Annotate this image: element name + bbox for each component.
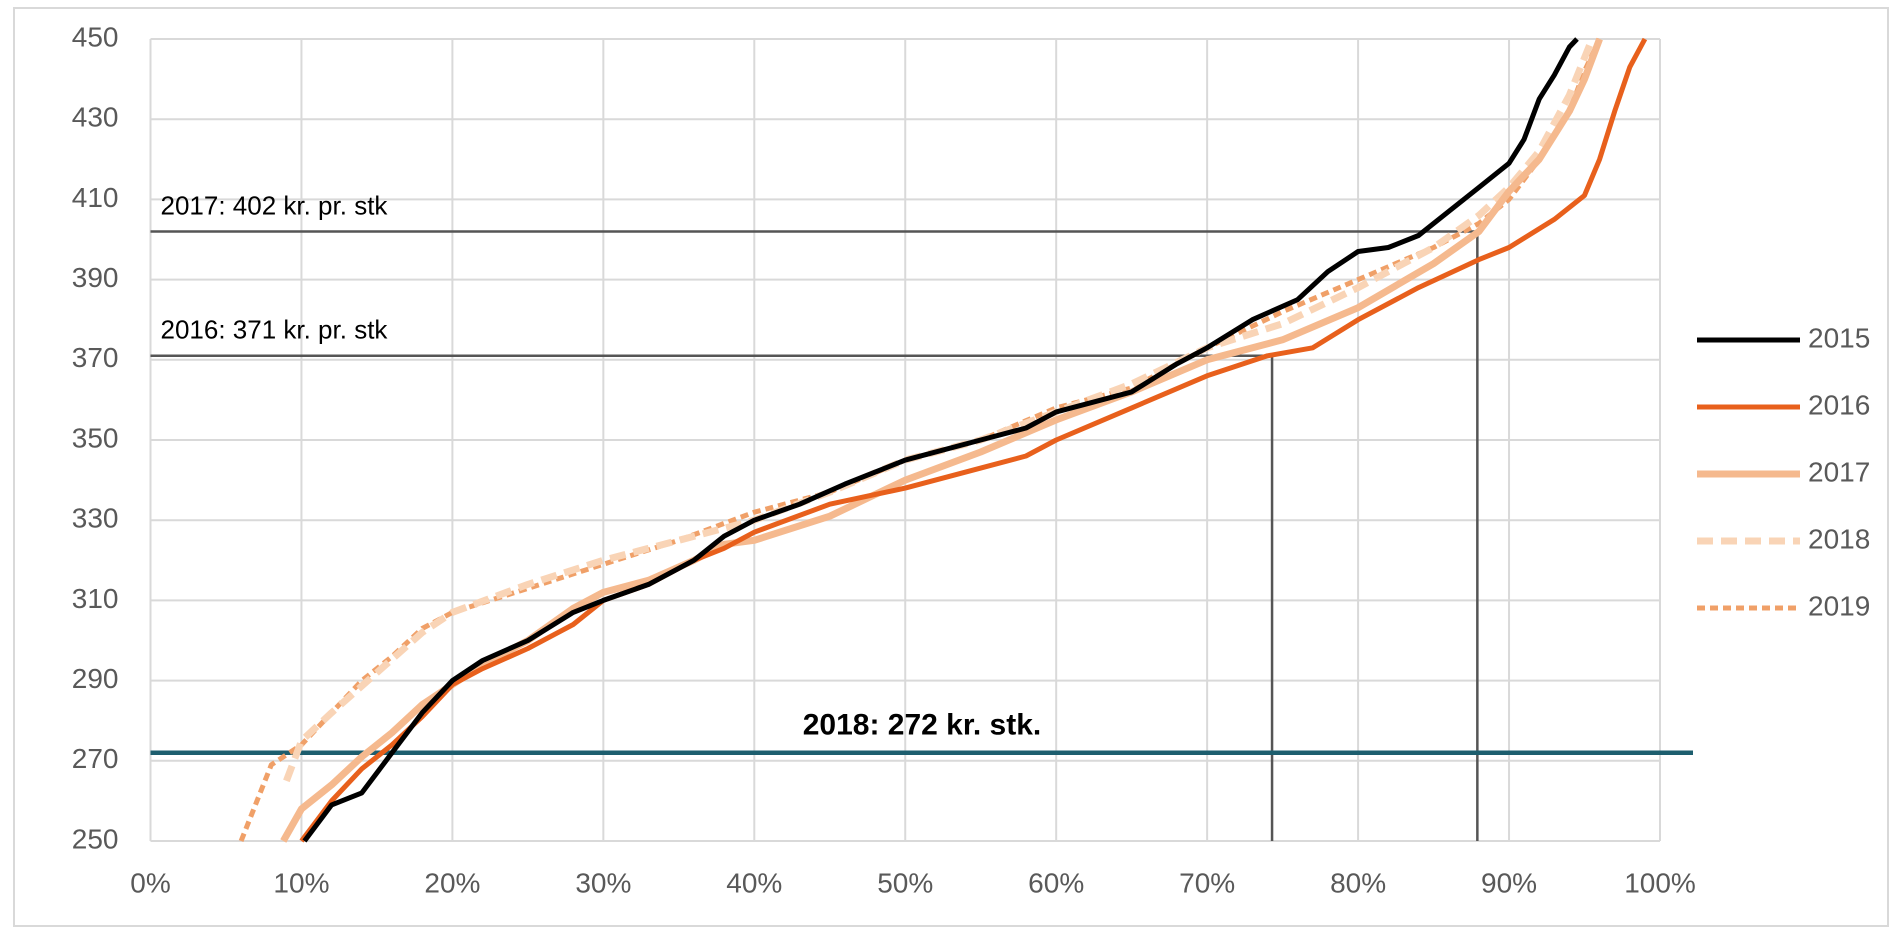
x-tick-label: 40% — [726, 867, 782, 898]
x-tick-label: 30% — [575, 867, 631, 898]
x-tick-label: 80% — [1330, 867, 1386, 898]
y-tick-label: 450 — [72, 21, 119, 52]
y-tick-label: 270 — [72, 743, 119, 774]
x-tick-label: 100% — [1624, 867, 1696, 898]
annotation-label: 2016: 371 kr. pr. stk — [161, 315, 389, 345]
y-tick-label: 330 — [72, 503, 119, 534]
series-line — [302, 37, 1579, 843]
chart-frame — [13, 7, 1889, 927]
x-tick-label: 20% — [424, 867, 480, 898]
annotation-label: 2018: 272 kr. stk. — [803, 709, 1042, 742]
x-tick-label: 70% — [1179, 867, 1235, 898]
y-tick-label: 350 — [72, 422, 119, 453]
legend-label: 2019 — [1808, 590, 1870, 621]
legend-label: 2017 — [1808, 456, 1870, 487]
y-tick-label: 370 — [72, 342, 119, 373]
x-tick-label: 90% — [1481, 867, 1537, 898]
y-tick-label: 290 — [72, 663, 119, 694]
legend-label: 2018 — [1808, 523, 1870, 554]
y-tick-label: 250 — [72, 823, 119, 854]
x-tick-label: 60% — [1028, 867, 1084, 898]
x-tick-label: 10% — [273, 867, 329, 898]
annotation-label: 2017: 402 kr. pr. stk — [161, 190, 389, 220]
y-tick-label: 310 — [72, 583, 119, 614]
y-tick-label: 430 — [72, 102, 119, 133]
x-tick-label: 50% — [877, 867, 933, 898]
y-tick-label: 410 — [72, 182, 119, 213]
legend-label: 2015 — [1808, 322, 1870, 353]
x-tick-label: 0% — [130, 867, 170, 898]
series-line — [299, 37, 1648, 843]
series-line — [280, 37, 1603, 843]
legend-label: 2016 — [1808, 389, 1870, 420]
y-tick-label: 390 — [72, 262, 119, 293]
